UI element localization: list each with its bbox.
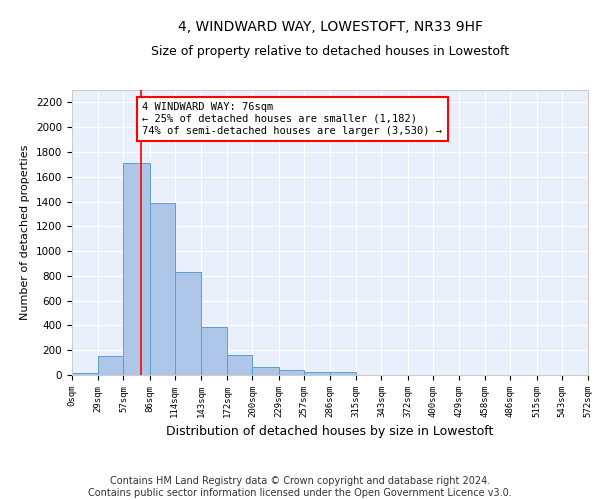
Bar — [227, 354, 253, 375]
Text: 4, WINDWARD WAY, LOWESTOFT, NR33 9HF: 4, WINDWARD WAY, LOWESTOFT, NR33 9HF — [178, 20, 482, 34]
Bar — [330, 372, 356, 375]
Bar — [149, 203, 175, 375]
Text: Size of property relative to detached houses in Lowestoft: Size of property relative to detached ho… — [151, 45, 509, 58]
Text: Contains HM Land Registry data © Crown copyright and database right 2024.
Contai: Contains HM Land Registry data © Crown c… — [88, 476, 512, 498]
X-axis label: Distribution of detached houses by size in Lowestoft: Distribution of detached houses by size … — [166, 426, 494, 438]
Y-axis label: Number of detached properties: Number of detached properties — [20, 145, 31, 320]
Bar — [253, 367, 278, 375]
Text: 4 WINDWARD WAY: 76sqm
← 25% of detached houses are smaller (1,182)
74% of semi-d: 4 WINDWARD WAY: 76sqm ← 25% of detached … — [142, 102, 442, 136]
Bar — [72, 372, 98, 375]
Bar — [98, 356, 124, 375]
Bar — [304, 372, 330, 375]
Bar — [278, 370, 304, 375]
Bar — [175, 272, 201, 375]
Bar — [124, 163, 149, 375]
Bar — [201, 328, 227, 375]
